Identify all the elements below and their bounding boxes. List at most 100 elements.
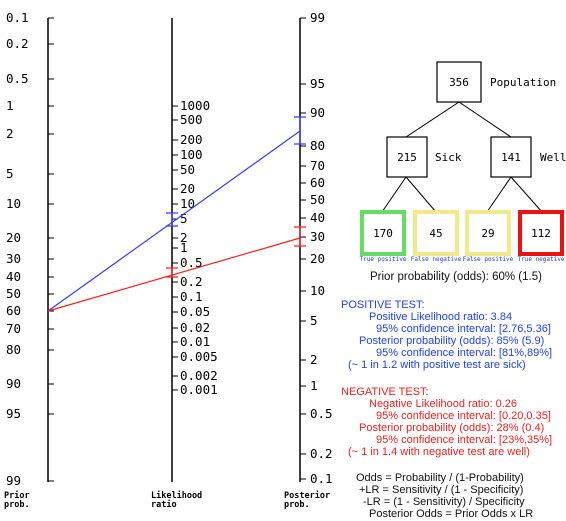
- false-positive-count: 29: [481, 227, 494, 240]
- sick-node: [386, 136, 428, 178]
- true-positive-node: [360, 210, 406, 256]
- decision-tree: 356 Population 215 Sick 141 Well 170 Tru…: [360, 61, 566, 263]
- true-positive-label: True positive: [360, 256, 407, 263]
- population-count: 356: [449, 76, 469, 89]
- left-axis-tick-label: 90: [6, 376, 21, 391]
- negative-lr: Negative Likelihood ratio: 0.26: [369, 398, 517, 410]
- right-axis-tick-label: 30: [310, 229, 325, 244]
- positive-interpretation: (~ 1 in 1.2 with positive test are sick): [348, 359, 526, 371]
- positive-test-heading: POSITIVE TEST:: [341, 299, 425, 311]
- left-axis-tick-label: 50: [6, 286, 21, 301]
- right-axis-tick-label: 0.5: [310, 406, 333, 421]
- true-negative-node: [518, 210, 564, 256]
- false-negative-label: False negative: [411, 256, 462, 263]
- prior-axis-ticks: 0.1 0.2 0.5 1 2 5 10 20 30 40 50 60 70 80 90 95 99: [6, 10, 54, 488]
- false-negative-node: [413, 210, 459, 256]
- left-axis-tick-label: 70: [6, 321, 21, 336]
- formula-posterior-odds: Posterior Odds = Prior Odds x LR: [369, 508, 534, 520]
- negative-posterior-ci-bracket: [294, 226, 306, 247]
- middle-axis-tick-label: 0.02: [180, 320, 210, 335]
- likelihood-caption-line1: Likelihood: [151, 490, 202, 501]
- positive-posterior-ci-bracket: [294, 116, 306, 145]
- middle-axis-tick-label: 200: [180, 132, 203, 147]
- middle-axis-tick-label: 0.002: [180, 368, 218, 383]
- middle-axis-tick-label: 100: [180, 147, 203, 162]
- prior-probability: Prior probability (odds): 60% (1.5): [370, 271, 542, 283]
- middle-axis-tick-label: 2: [180, 230, 188, 245]
- left-axis-tick-label: 10: [6, 196, 21, 211]
- right-axis-tick-label: 1: [310, 378, 318, 393]
- negative-posterior-ci: 95% confidence interval: [23%,35%]: [376, 434, 553, 446]
- left-axis-tick-label: 1: [6, 98, 14, 113]
- negative-test-line: [47, 237, 301, 312]
- right-axis-tick-label: 90: [310, 105, 325, 120]
- right-axis-tick-label: 5: [310, 313, 318, 328]
- middle-axis-tick-label: 0.01: [180, 334, 210, 349]
- sick-label: Sick: [435, 151, 462, 164]
- middle-axis-tick-label: 50: [180, 162, 195, 177]
- right-axis-tick-label: 0.2: [310, 446, 333, 461]
- true-positive-count: 170: [373, 227, 393, 240]
- likelihood-axis-ticks: 10005002001005020105210.50.20.10.050.020…: [172, 98, 218, 397]
- left-axis-tick-label: 0.2: [6, 36, 29, 51]
- middle-axis-tick-label: 0.1: [180, 289, 203, 304]
- false-positive-label: False positive: [463, 256, 514, 263]
- positive-posterior-ci: 95% confidence interval: [81%,89%]: [376, 347, 553, 359]
- right-axis-tick-label: 10: [310, 283, 325, 298]
- false-positive-node: [465, 210, 511, 256]
- left-axis-tick-label: 40: [6, 269, 21, 284]
- true-negative-count: 112: [531, 227, 551, 240]
- positive-lr-ci: 95% confidence interval: [2.76,5.36]: [376, 323, 551, 335]
- formula-negative-lr: -LR = (1 - Sensitivity) / Specificity: [363, 496, 525, 508]
- true-negative-label: True negative: [518, 256, 565, 263]
- positive-lr-ci-bracket: [166, 212, 178, 227]
- well-node: [490, 136, 532, 178]
- middle-axis-tick-label: 0.05: [180, 304, 210, 319]
- right-axis-tick-label: 70: [310, 158, 325, 173]
- right-axis-tick-label: 99: [310, 10, 325, 25]
- middle-axis-tick-label: 10: [180, 196, 195, 211]
- middle-axis-tick-label: 0.001: [180, 382, 218, 397]
- negative-interpretation: (~ 1 in 1.4 with negative test are well): [348, 446, 530, 458]
- right-axis-tick-label: 20: [310, 251, 325, 266]
- left-axis-tick-label: 5: [6, 166, 14, 181]
- right-axis-tick-label: 95: [310, 76, 325, 91]
- positive-lr: Positive Likelihood ratio: 3.84: [369, 311, 513, 323]
- middle-axis-tick-label: 20: [180, 181, 195, 196]
- likelihood-caption-line2: ratio: [151, 499, 177, 510]
- left-axis-tick-label: 99: [6, 473, 21, 488]
- well-label: Well: [540, 151, 566, 164]
- well-count: 141: [501, 151, 521, 164]
- negative-test-heading: NEGATIVE TEST:: [341, 386, 429, 398]
- left-axis-tick-label: 60: [6, 303, 21, 318]
- formula-odds: Odds = Probability / (1-Probability): [356, 472, 524, 484]
- right-axis-tick-label: 2: [310, 352, 318, 367]
- posterior-caption-line1: Posterior: [284, 490, 330, 501]
- middle-axis-tick-label: 0.2: [180, 274, 203, 289]
- middle-axis-tick-label: 1000: [180, 98, 210, 113]
- middle-axis-tick-label: 5: [180, 211, 188, 226]
- population-node: [436, 61, 482, 103]
- left-axis-tick-label: 0.1: [6, 10, 29, 25]
- negative-lr-ci-bracket: [166, 267, 178, 278]
- middle-axis-tick-label: 500: [180, 112, 203, 127]
- right-axis-tick-label: 0.1: [310, 471, 333, 486]
- positive-test-line: [47, 130, 301, 312]
- right-axis-tick-label: 40: [310, 210, 325, 225]
- middle-axis-tick-label: 0.5: [180, 255, 203, 270]
- left-axis-tick-label: 20: [6, 230, 21, 245]
- left-axis-tick-label: 30: [6, 251, 21, 266]
- sick-count: 215: [397, 151, 417, 164]
- right-axis-tick-label: 60: [310, 175, 325, 190]
- positive-posterior: Posterior probability (odds): 85% (5.9): [359, 335, 545, 347]
- formula-positive-lr: +LR = Sensitivity / (1 - Specificity): [359, 484, 524, 496]
- posterior-caption-line2: prob.: [284, 500, 310, 510]
- posterior-axis-ticks: 99 95 90 80 70 60 50 40 30 20 10 5 2 1 0.5 0.2 0.1: [300, 10, 333, 486]
- negative-lr-ci: 95% confidence interval: [0.20,0.35]: [376, 410, 551, 422]
- left-axis-tick-label: 0.5: [6, 71, 29, 86]
- prior-caption-line1: Prior: [4, 490, 30, 501]
- middle-axis-tick-label: 0.005: [180, 349, 218, 364]
- left-axis-tick-label: 2: [6, 126, 14, 141]
- population-label: Population: [490, 76, 556, 89]
